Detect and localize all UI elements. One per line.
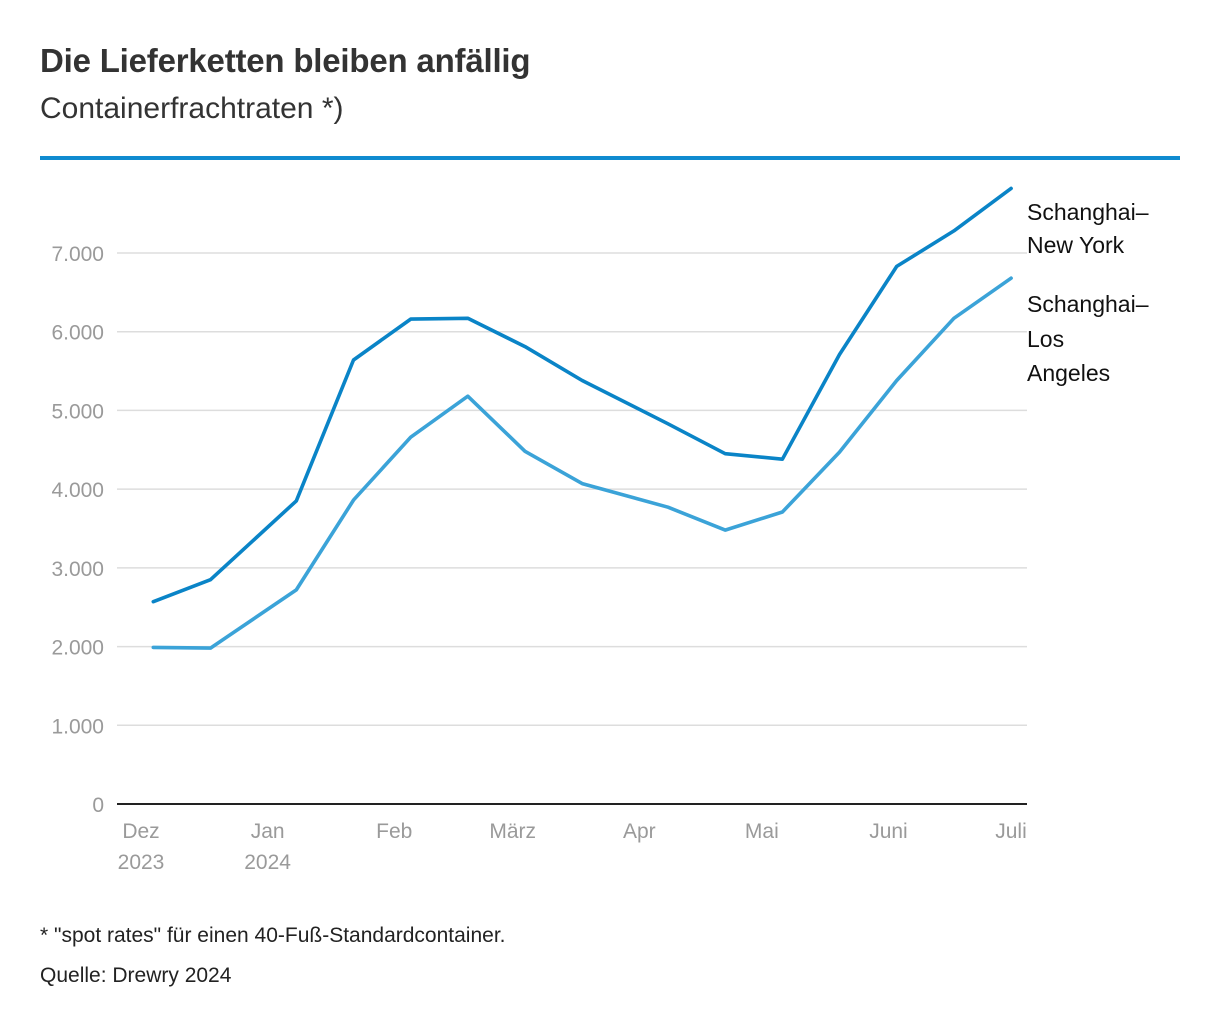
series-label: Angeles (1027, 360, 1110, 386)
footnote: * "spot rates" für einen 40-Fuß-Standard… (40, 924, 506, 947)
x-tick-label: Juni (869, 820, 908, 843)
x-tick-label: Mai (745, 820, 779, 843)
y-tick-label: 3.000 (51, 558, 104, 581)
x-tick-label: Feb (376, 820, 412, 843)
y-tick-label: 4.000 (51, 479, 104, 502)
y-axis-ticks: 0 1.000 2.000 3.000 4.000 5.000 6.000 7.000 (51, 243, 104, 817)
gridlines (117, 252, 1027, 727)
header-rule (40, 156, 1180, 160)
x-axis-ticks: Dez 2023 Jan 2024 Feb März Apr Mai Juni Juli (118, 820, 1027, 874)
x-tick-label: Jan (251, 820, 285, 843)
x-tick-label: Dez (122, 820, 159, 843)
y-tick-label: 0 (92, 794, 104, 817)
line-chart: 0 1.000 2.000 3.000 4.000 5.000 6.000 7.000 Dez… (51, 186, 1149, 874)
x-tick-label: 2024 (244, 851, 291, 874)
x-tick-label: 2023 (118, 851, 165, 874)
series-label: New York (1027, 232, 1125, 258)
series-line (151, 186, 1013, 604)
y-tick-label: 2.000 (51, 637, 104, 660)
series-line (151, 276, 1013, 650)
series-label: Los (1027, 326, 1064, 352)
y-tick-label: 1.000 (51, 715, 104, 738)
x-tick-label: März (489, 820, 536, 843)
chart-subtitle: Containerfrachtraten *) (40, 92, 344, 125)
series-lines (151, 186, 1013, 650)
series-label: Schanghai– (1027, 291, 1149, 317)
series-labels: Schanghai– New York Schanghai– Los Angeles (1027, 199, 1149, 386)
chart-title: Die Lieferketten bleiben anfällig (40, 42, 531, 79)
source-note: Quelle: Drewry 2024 (40, 964, 232, 987)
x-tick-label: Apr (623, 820, 656, 843)
y-tick-label: 5.000 (51, 400, 104, 423)
series-label: Schanghai– (1027, 199, 1149, 225)
y-tick-label: 6.000 (51, 322, 104, 345)
y-tick-label: 7.000 (51, 243, 104, 266)
x-tick-label: Juli (995, 820, 1027, 843)
